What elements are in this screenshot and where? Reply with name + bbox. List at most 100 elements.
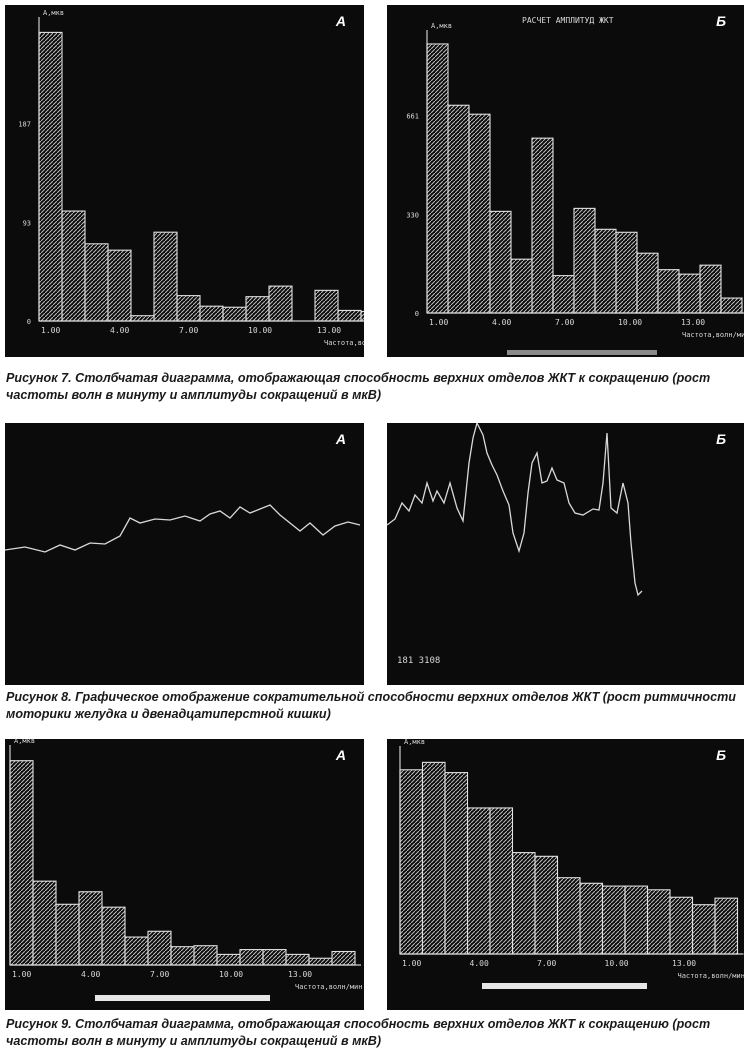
bar bbox=[107, 249, 132, 322]
figure7-panel-a: 1.00 4.00 7.00 10.00 13.00 0 93 187 A,мкв Частота… bbox=[5, 5, 364, 357]
contraction-trace bbox=[387, 423, 643, 597]
figure9-panel-a: 1.00 4.00 7.00 10.00 13.00 A,мкв Частота,волн/… bbox=[5, 739, 364, 1010]
bar bbox=[636, 252, 659, 314]
bar bbox=[510, 258, 533, 314]
x-tick-label: 13.00 bbox=[288, 970, 312, 979]
bar bbox=[699, 264, 722, 314]
bar bbox=[573, 207, 596, 314]
bar bbox=[714, 897, 739, 955]
bar bbox=[38, 31, 63, 322]
bar bbox=[176, 295, 201, 322]
bar bbox=[615, 231, 638, 314]
y-axis-label: A,мкв bbox=[431, 22, 452, 30]
x-axis-label: Частота,волн/мин bbox=[678, 972, 745, 980]
figure8b-trace-plot: 181 3108 bbox=[387, 423, 643, 666]
bar bbox=[466, 807, 491, 955]
bar bbox=[678, 273, 701, 314]
status-bar bbox=[507, 350, 657, 355]
bar bbox=[624, 885, 649, 955]
x-tick-label: 1.00 bbox=[402, 959, 421, 968]
bar bbox=[511, 852, 536, 955]
figure8a-trace-plot bbox=[5, 504, 361, 553]
x-tick-label: 10.00 bbox=[219, 970, 243, 979]
x-tick-label: 4.00 bbox=[492, 318, 511, 327]
bar bbox=[531, 137, 554, 314]
bar bbox=[399, 769, 424, 955]
figure8b-letter: Б bbox=[716, 431, 726, 447]
status-bar bbox=[95, 995, 270, 1001]
bar bbox=[216, 953, 241, 966]
x-tick-label: 10.00 bbox=[605, 959, 629, 968]
bar bbox=[552, 275, 575, 314]
bar bbox=[285, 953, 310, 966]
figure9-panel-b: 1.00 4.00 7.00 10.00 13.00 A,мкв Частота,волн/… bbox=[387, 739, 744, 1010]
figure9b-bar-chart: 1.00 4.00 7.00 10.00 13.00 A,мкв Частота,волн/… bbox=[399, 739, 745, 989]
bar bbox=[646, 889, 671, 955]
x-tick-label: 4.00 bbox=[470, 959, 489, 968]
bar bbox=[199, 305, 224, 322]
bar bbox=[601, 885, 626, 955]
bar bbox=[61, 210, 86, 322]
x-tick-label: 1.00 bbox=[41, 326, 60, 335]
figure9a-bar-chart: 1.00 4.00 7.00 10.00 13.00 A,мкв Частота,волн/… bbox=[9, 739, 362, 1001]
x-tick-label: 1.00 bbox=[12, 970, 31, 979]
bar bbox=[239, 949, 264, 966]
bar bbox=[691, 904, 716, 955]
x-tick-label: 7.00 bbox=[537, 959, 556, 968]
figure9-caption: Рисунок 9. Столбчатая диаграмма, отображ… bbox=[6, 1017, 711, 1048]
figure8-panel-a: А bbox=[5, 423, 364, 685]
bar bbox=[32, 880, 57, 966]
bar bbox=[594, 228, 617, 314]
y-tick-label: 187 bbox=[18, 120, 31, 128]
bar bbox=[657, 269, 680, 314]
bar bbox=[579, 882, 604, 955]
bar bbox=[426, 43, 449, 314]
y-tick-label: 0 bbox=[415, 310, 419, 318]
x-tick-label: 4.00 bbox=[81, 970, 100, 979]
figure8a-letter: А bbox=[335, 431, 346, 447]
figure7a-bar-chart: 1.00 4.00 7.00 10.00 13.00 0 93 187 A,мкв Частота… bbox=[18, 9, 364, 347]
y-tick-label: 0 bbox=[27, 318, 31, 326]
bar bbox=[262, 949, 287, 966]
x-tick-label: 7.00 bbox=[179, 326, 198, 335]
screen-readout: 181 3108 bbox=[397, 656, 440, 666]
bar bbox=[444, 772, 469, 955]
bar bbox=[147, 930, 172, 966]
bar bbox=[193, 945, 218, 966]
chart-title: РАСЧЕТ АМПЛИТУД ЖКТ bbox=[522, 16, 614, 25]
contraction-trace bbox=[5, 504, 361, 553]
y-tick-label: 330 bbox=[406, 211, 419, 219]
bar bbox=[447, 104, 470, 314]
x-tick-label: 13.00 bbox=[672, 959, 696, 968]
status-bar bbox=[482, 983, 647, 989]
x-tick-label: 10.00 bbox=[248, 326, 272, 335]
bar bbox=[101, 906, 126, 966]
x-tick-label: 13.00 bbox=[317, 326, 341, 335]
bar bbox=[489, 210, 512, 314]
bar bbox=[720, 297, 743, 314]
bar bbox=[421, 761, 446, 955]
y-tick-label: 93 bbox=[23, 220, 31, 228]
bar bbox=[337, 309, 362, 322]
bar bbox=[314, 289, 339, 322]
x-tick-label: 4.00 bbox=[110, 326, 129, 335]
y-axis-label: A,мкв bbox=[43, 9, 64, 17]
bar bbox=[55, 903, 80, 966]
x-axis-label: Частота,волн/мин bbox=[682, 331, 744, 339]
bar bbox=[489, 807, 514, 955]
bar bbox=[9, 760, 34, 966]
figure7a-letter: А bbox=[335, 13, 346, 29]
figure9b-letter: Б bbox=[716, 747, 726, 763]
bar bbox=[222, 306, 247, 322]
figure8-panel-b: 181 3108 Б bbox=[387, 423, 744, 685]
bar bbox=[360, 310, 364, 322]
figure9a-letter: А bbox=[335, 747, 346, 763]
bar bbox=[331, 950, 356, 966]
x-tick-label: 13.00 bbox=[681, 318, 705, 327]
figure7b-bar-chart: 1.00 4.00 7.00 10.00 13.00 0 330 661 A,мкв Частот… bbox=[406, 16, 744, 355]
bar bbox=[308, 957, 333, 966]
figure7b-letter: Б bbox=[716, 13, 726, 29]
x-tick-label: 10.00 bbox=[618, 318, 642, 327]
bar bbox=[468, 113, 491, 314]
bar bbox=[84, 243, 109, 322]
